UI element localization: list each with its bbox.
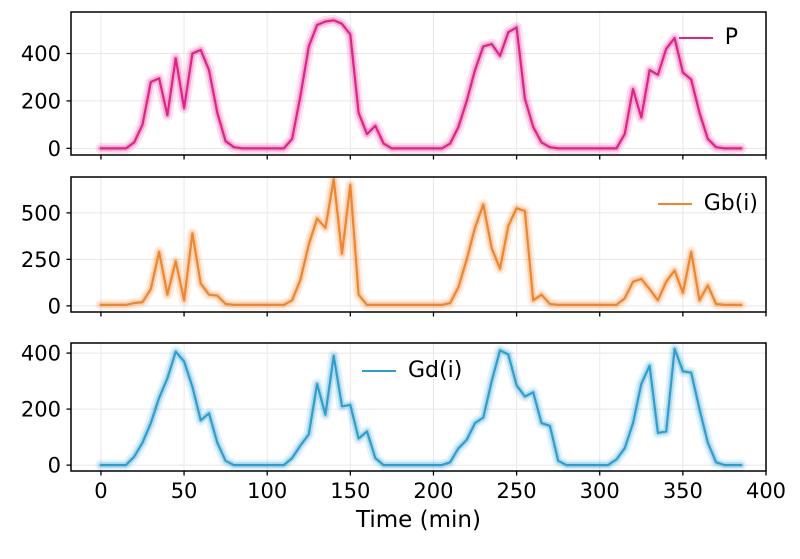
y-tick-label: 400: [21, 342, 61, 366]
legend-gb-label: Gb(i): [703, 191, 758, 216]
data-line: [99, 19, 743, 150]
legend-gd: Gd(i): [362, 360, 462, 382]
data-line: [97, 17, 745, 152]
x-tick-label: 50: [171, 479, 198, 503]
y-tick-label: 0: [48, 137, 61, 161]
x-axis-title: Time (min): [356, 507, 481, 533]
series-gb: [95, 177, 747, 311]
legend-gb-line: [657, 202, 692, 206]
y-tick-label: 200: [21, 398, 61, 422]
axes-border: [70, 176, 767, 313]
legend-p: P: [678, 25, 738, 50]
y-tick-label: 0: [48, 294, 61, 318]
legend-gd-label: Gd(i): [408, 358, 463, 383]
legend-p-label: P: [724, 25, 738, 50]
axes-border: [70, 11, 767, 156]
y-tick-label: 200: [21, 89, 61, 113]
subplot-0: 0 200 400: [21, 11, 767, 161]
axes-border: [70, 342, 767, 472]
x-tick-label: 100: [247, 479, 287, 503]
data-line: [99, 178, 743, 306]
series-gd: [95, 343, 747, 471]
y-tick-label: 500: [21, 201, 61, 225]
x-tick-label: 200: [413, 479, 453, 503]
x-tick-label: 150: [330, 479, 370, 503]
legend-p-line: [678, 36, 713, 40]
y-tick-label: 250: [21, 248, 61, 272]
x-tick-label: 400: [746, 479, 786, 503]
subplot-2: 0 200 400 0 50 100 150 200 250 300 350 400: [21, 342, 786, 503]
x-tick-label: 350: [663, 479, 703, 503]
legend-gd-line: [362, 369, 396, 373]
legend-gb: Gb(i): [657, 191, 758, 216]
y-tick-label: 0: [48, 454, 61, 478]
series-p: [95, 14, 747, 154]
x-tick-label: 0: [94, 479, 107, 503]
x-tick-label: 250: [497, 479, 537, 503]
y-tick-label: 400: [21, 42, 61, 66]
subplot-1: 0 250 500: [21, 176, 767, 318]
data-line: [99, 347, 743, 467]
x-tick-label: 300: [580, 479, 620, 503]
